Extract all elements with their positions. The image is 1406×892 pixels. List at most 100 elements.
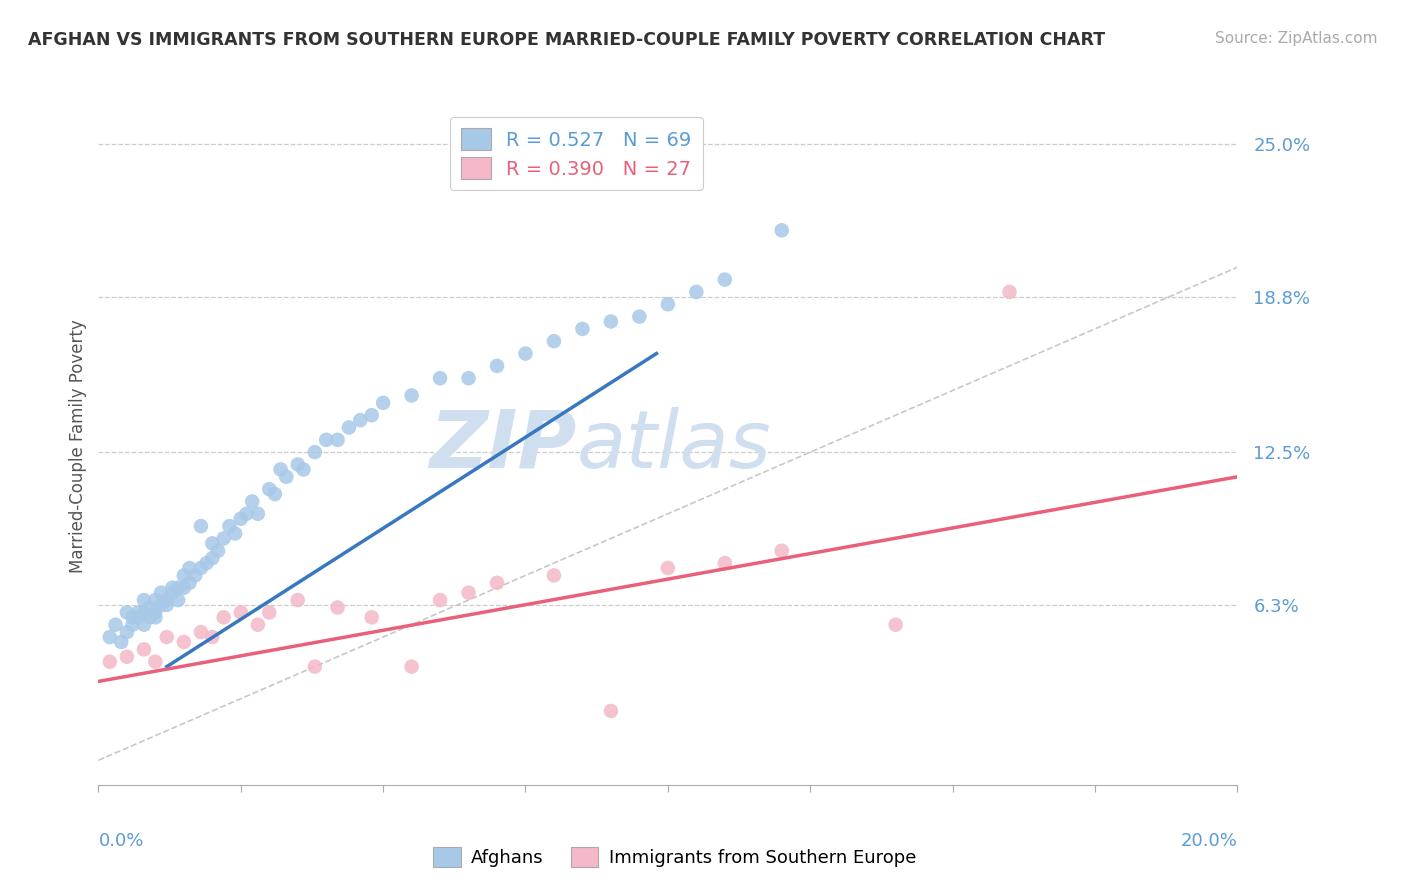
Point bbox=[145, 610, 167, 624]
Point bbox=[132, 642, 155, 657]
Point bbox=[337, 420, 360, 434]
Point bbox=[145, 655, 167, 669]
Point bbox=[156, 630, 179, 644]
Point bbox=[173, 568, 195, 582]
Legend: Afghans, Immigrants from Southern Europe: Afghans, Immigrants from Southern Europe bbox=[426, 839, 924, 874]
Text: 20.0%: 20.0% bbox=[1181, 832, 1237, 850]
Point bbox=[156, 598, 179, 612]
Point bbox=[259, 606, 281, 620]
Point bbox=[229, 606, 252, 620]
Point bbox=[138, 610, 160, 624]
Point bbox=[287, 593, 309, 607]
Point bbox=[132, 593, 155, 607]
Point bbox=[138, 600, 160, 615]
Point bbox=[229, 512, 252, 526]
Point bbox=[326, 600, 349, 615]
Point bbox=[276, 470, 298, 484]
Point bbox=[162, 585, 184, 599]
Point bbox=[714, 272, 737, 286]
Point bbox=[457, 371, 479, 385]
Point bbox=[770, 223, 793, 237]
Text: 0.0%: 0.0% bbox=[98, 832, 143, 850]
Point bbox=[657, 561, 679, 575]
Point bbox=[287, 458, 309, 472]
Point bbox=[714, 556, 737, 570]
Point bbox=[98, 630, 121, 644]
Point bbox=[156, 593, 179, 607]
Point bbox=[246, 507, 269, 521]
Point bbox=[150, 585, 173, 599]
Point bbox=[429, 371, 451, 385]
Point bbox=[145, 593, 167, 607]
Point bbox=[121, 617, 143, 632]
Point bbox=[486, 575, 509, 590]
Point bbox=[657, 297, 679, 311]
Point bbox=[235, 507, 257, 521]
Point bbox=[127, 606, 149, 620]
Point bbox=[240, 494, 263, 508]
Point bbox=[150, 598, 173, 612]
Point bbox=[360, 610, 382, 624]
Point bbox=[515, 346, 537, 360]
Point bbox=[628, 310, 651, 324]
Point bbox=[179, 575, 201, 590]
Point bbox=[167, 581, 190, 595]
Point bbox=[600, 704, 623, 718]
Point bbox=[270, 462, 292, 476]
Point bbox=[115, 625, 138, 640]
Point bbox=[121, 610, 143, 624]
Point bbox=[190, 625, 212, 640]
Point bbox=[190, 519, 212, 533]
Point bbox=[212, 532, 235, 546]
Point bbox=[132, 606, 155, 620]
Point bbox=[201, 551, 224, 566]
Point bbox=[110, 635, 132, 649]
Point bbox=[173, 581, 195, 595]
Point bbox=[543, 334, 565, 349]
Point bbox=[543, 568, 565, 582]
Point bbox=[207, 543, 229, 558]
Point bbox=[104, 617, 127, 632]
Point bbox=[349, 413, 371, 427]
Text: ZIP: ZIP bbox=[429, 407, 576, 485]
Point bbox=[998, 285, 1021, 299]
Point bbox=[98, 655, 121, 669]
Point bbox=[212, 610, 235, 624]
Y-axis label: Married-Couple Family Poverty: Married-Couple Family Poverty bbox=[69, 319, 87, 573]
Point bbox=[195, 556, 218, 570]
Point bbox=[167, 593, 190, 607]
Point bbox=[486, 359, 509, 373]
Point bbox=[326, 433, 349, 447]
Point bbox=[218, 519, 240, 533]
Point bbox=[201, 536, 224, 550]
Point bbox=[115, 606, 138, 620]
Point bbox=[401, 659, 423, 673]
Legend: R = 0.527   N = 69, R = 0.390   N = 27: R = 0.527 N = 69, R = 0.390 N = 27 bbox=[450, 117, 703, 190]
Point bbox=[264, 487, 287, 501]
Point bbox=[190, 561, 212, 575]
Point bbox=[184, 568, 207, 582]
Point bbox=[401, 388, 423, 402]
Point bbox=[179, 561, 201, 575]
Point bbox=[145, 606, 167, 620]
Point bbox=[685, 285, 707, 299]
Point bbox=[224, 526, 246, 541]
Point bbox=[173, 635, 195, 649]
Point bbox=[304, 445, 326, 459]
Point bbox=[132, 617, 155, 632]
Point bbox=[571, 322, 593, 336]
Point bbox=[304, 659, 326, 673]
Text: AFGHAN VS IMMIGRANTS FROM SOUTHERN EUROPE MARRIED-COUPLE FAMILY POVERTY CORRELAT: AFGHAN VS IMMIGRANTS FROM SOUTHERN EUROP… bbox=[28, 31, 1105, 49]
Point bbox=[600, 314, 623, 328]
Point bbox=[373, 396, 395, 410]
Point bbox=[127, 610, 149, 624]
Text: atlas: atlas bbox=[576, 407, 772, 485]
Point bbox=[360, 408, 382, 422]
Point bbox=[246, 617, 269, 632]
Point bbox=[429, 593, 451, 607]
Text: Source: ZipAtlas.com: Source: ZipAtlas.com bbox=[1215, 31, 1378, 46]
Point bbox=[457, 585, 479, 599]
Point bbox=[201, 630, 224, 644]
Point bbox=[770, 543, 793, 558]
Point bbox=[884, 617, 907, 632]
